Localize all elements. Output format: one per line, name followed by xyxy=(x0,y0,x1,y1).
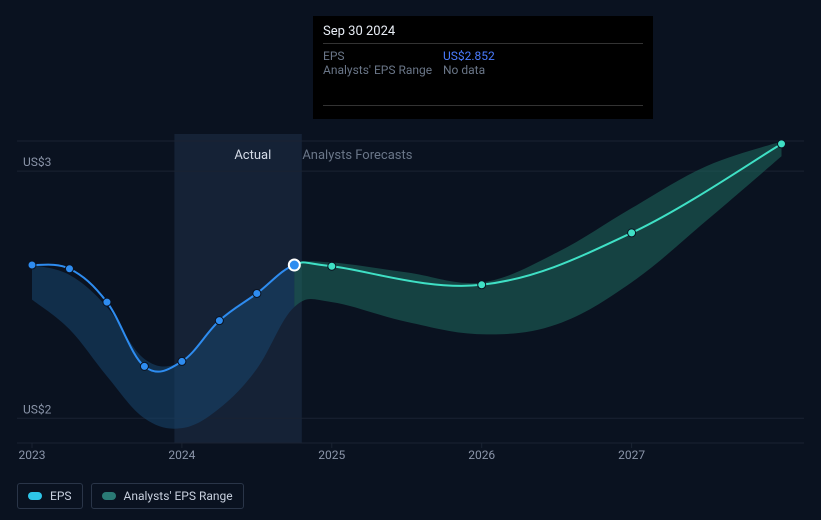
legend-swatch xyxy=(102,492,116,500)
eps-point[interactable] xyxy=(253,289,261,297)
eps-line-forecast xyxy=(32,144,782,372)
legend-item[interactable]: Analysts' EPS Range xyxy=(91,483,244,509)
legend-item[interactable]: EPS xyxy=(17,483,83,509)
section-label-forecast: Analysts Forecasts xyxy=(302,148,412,163)
tooltip-title: Sep 30 2024 xyxy=(323,24,643,39)
tooltip-row: Analysts' EPS RangeNo data xyxy=(323,63,643,77)
eps-forecast-chart: US$2 US$3 2023 2024 2025 2026 2027 Actual Analys… xyxy=(0,0,821,520)
eps-point[interactable] xyxy=(178,357,186,365)
eps-point[interactable] xyxy=(778,140,786,148)
tooltip: Sep 30 2024 EPSUS$2.852Analysts' EPS Rang… xyxy=(313,16,653,119)
eps-point[interactable] xyxy=(215,317,223,325)
legend-label: Analysts' EPS Range xyxy=(124,489,233,503)
eps-point[interactable] xyxy=(28,261,36,269)
section-label-actual: Actual xyxy=(234,148,271,163)
legend: EPS Analysts' EPS Range xyxy=(17,483,244,509)
x-tick-label: 2026 xyxy=(468,448,495,462)
eps-point[interactable] xyxy=(65,265,73,273)
tooltip-key: EPS xyxy=(323,49,443,63)
x-tick-label: 2025 xyxy=(318,448,345,462)
tooltip-row: EPSUS$2.852 xyxy=(323,49,643,63)
highlight-point[interactable] xyxy=(289,260,300,271)
tooltip-key: Analysts' EPS Range xyxy=(323,63,443,77)
eps-point[interactable] xyxy=(628,229,636,237)
eps-point[interactable] xyxy=(328,262,336,270)
y-tick-label: US$2 xyxy=(23,402,52,416)
legend-swatch xyxy=(28,492,42,500)
y-tick-label: US$3 xyxy=(23,155,51,169)
eps-point[interactable] xyxy=(478,281,486,289)
legend-label: EPS xyxy=(50,489,72,503)
tooltip-value: No data xyxy=(443,63,485,77)
x-tick-label: 2023 xyxy=(18,448,45,462)
tooltip-value: US$2.852 xyxy=(443,49,495,63)
x-tick-label: 2024 xyxy=(168,448,195,462)
x-tick-label: 2027 xyxy=(618,448,645,462)
eps-line-actual xyxy=(32,144,782,372)
eps-point[interactable] xyxy=(103,298,111,306)
eps-point[interactable] xyxy=(140,362,148,370)
